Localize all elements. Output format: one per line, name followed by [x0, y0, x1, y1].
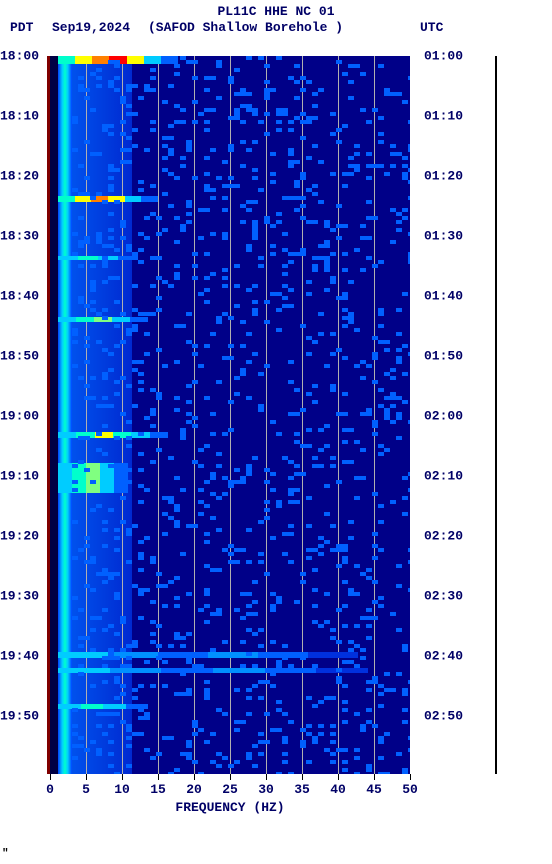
y-tick-left: 19:30	[0, 589, 48, 604]
gridline	[230, 56, 231, 774]
spectral-cell	[58, 196, 75, 202]
plot-title: PL11C HHE NC 01	[0, 4, 552, 19]
gridline	[158, 56, 159, 774]
spectral-cell	[158, 652, 208, 658]
y-tick-left: 18:50	[0, 349, 48, 364]
spectral-cell	[316, 668, 368, 673]
spectral-cell	[144, 56, 161, 64]
spectral-cell	[126, 704, 149, 709]
x-tick-label: 0	[46, 782, 54, 797]
x-tick-label: 35	[294, 782, 310, 797]
spectral-cell	[58, 56, 75, 64]
y-tick-left: 19:40	[0, 649, 48, 664]
gridline	[86, 56, 87, 774]
spectral-cell	[76, 317, 94, 322]
spectral-cell	[150, 432, 168, 438]
spectral-cell	[161, 56, 178, 64]
y-tick-left: 19:00	[0, 409, 48, 424]
spectral-cell	[58, 463, 72, 493]
y-tick-left: 18:20	[0, 169, 48, 184]
x-tick-label: 20	[186, 782, 202, 797]
x-tick-label: 45	[366, 782, 382, 797]
spectral-cell	[141, 196, 158, 202]
y-tick-right: 02:20	[413, 529, 463, 544]
x-tick	[158, 774, 159, 780]
spectral-cell	[112, 317, 130, 322]
y-tick-left: 19:50	[0, 709, 48, 724]
left-timezone-label: PDT	[10, 20, 33, 35]
y-tick-right: 02:40	[413, 649, 463, 664]
y-tick-left: 19:10	[0, 469, 48, 484]
spectral-cell	[161, 668, 213, 673]
y-tick-right: 01:30	[413, 229, 463, 244]
x-tick	[50, 774, 51, 780]
vertical-sidebar	[495, 56, 497, 774]
spectral-cell	[78, 256, 98, 260]
x-tick-label: 10	[114, 782, 130, 797]
x-tick-label: 30	[258, 782, 274, 797]
x-tick-label: 40	[330, 782, 346, 797]
x-tick	[410, 774, 411, 780]
x-tick	[194, 774, 195, 780]
y-tick-left: 19:20	[0, 529, 48, 544]
x-tick-label: 15	[150, 782, 166, 797]
spectral-cell	[125, 196, 142, 202]
spectral-cell	[110, 668, 162, 673]
y-tick-right: 01:50	[413, 349, 463, 364]
spectral-cell	[127, 56, 144, 64]
date-label: Sep19,2024	[52, 20, 130, 35]
gridline	[302, 56, 303, 774]
spectral-cell	[58, 256, 78, 260]
x-tick	[266, 774, 267, 780]
spectral-cell	[75, 56, 92, 64]
x-tick-label: 5	[82, 782, 90, 797]
x-tick	[230, 774, 231, 780]
x-tick-label: 25	[222, 782, 238, 797]
gridline	[266, 56, 267, 774]
right-timezone-label: UTC	[420, 20, 443, 35]
spectrogram-plot	[50, 56, 410, 774]
spectral-cell	[75, 196, 92, 202]
y-tick-left: 18:00	[0, 49, 48, 64]
spectral-cell	[58, 652, 108, 658]
x-axis-label: FREQUENCY (HZ)	[50, 800, 410, 815]
x-tick	[302, 774, 303, 780]
x-tick	[374, 774, 375, 780]
spectral-cell	[98, 256, 118, 260]
y-tick-right: 02:50	[413, 709, 463, 724]
footer-mark: "	[2, 848, 9, 860]
spectral-cell	[308, 652, 358, 658]
x-axis: FREQUENCY (HZ) 05101520253035404550	[50, 774, 410, 814]
y-tick-right: 01:20	[413, 169, 463, 184]
spectral-cell	[130, 317, 148, 322]
x-tick	[86, 774, 87, 780]
station-label: (SAFOD Shallow Borehole )	[148, 20, 343, 35]
spectral-cell	[213, 668, 265, 673]
x-tick	[338, 774, 339, 780]
y-tick-right: 02:30	[413, 589, 463, 604]
y-tick-right: 01:40	[413, 289, 463, 304]
y-tick-right: 02:00	[413, 409, 463, 424]
spectral-cell	[103, 704, 126, 709]
spectral-cell	[58, 317, 76, 322]
y-tick-left: 18:30	[0, 229, 48, 244]
x-tick-label: 50	[402, 782, 418, 797]
x-tick	[122, 774, 123, 780]
y-tick-right: 01:10	[413, 109, 463, 124]
spectral-cell	[58, 432, 76, 438]
y-tick-left: 18:40	[0, 289, 48, 304]
spectral-cell	[92, 56, 109, 64]
y-tick-right: 01:00	[413, 49, 463, 64]
spectral-cell	[81, 704, 104, 709]
y-tick-right: 02:10	[413, 469, 463, 484]
y-tick-left: 18:10	[0, 109, 48, 124]
